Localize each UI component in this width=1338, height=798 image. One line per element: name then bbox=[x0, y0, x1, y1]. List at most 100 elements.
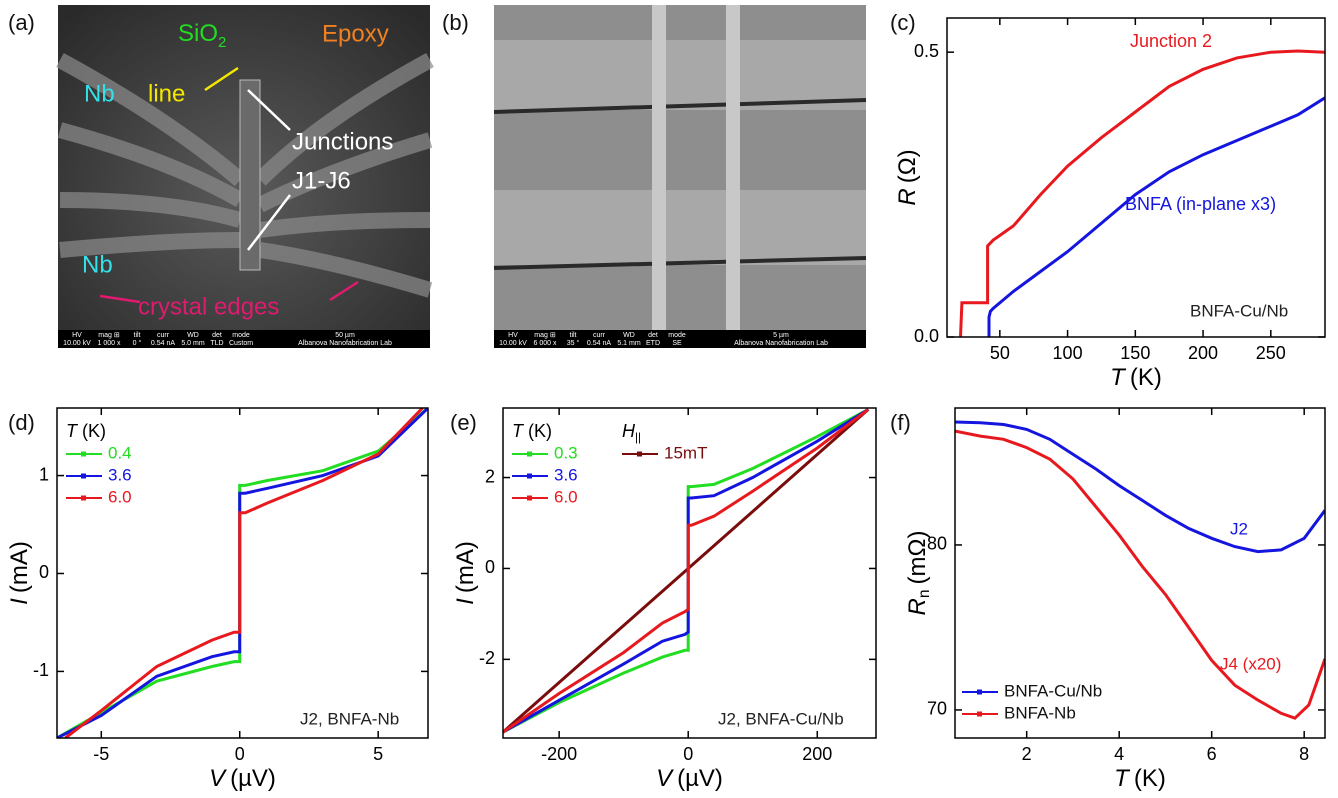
info-head: det bbox=[212, 332, 222, 339]
chart: (d) -5 0 5 -1 0 1 V (µV) I(mA) T (K)0.4 3.6 6.0 J2, BN… bbox=[6, 407, 429, 792]
x-tick-label: 250 bbox=[1256, 343, 1286, 363]
x-tick-label: 2 bbox=[1022, 744, 1032, 764]
annotation: J4 (x20) bbox=[1220, 654, 1281, 673]
series-line bbox=[503, 408, 870, 734]
info-value: TLD bbox=[210, 340, 223, 347]
y-axis-label: I(mA) bbox=[6, 541, 33, 605]
info-head: HV bbox=[508, 332, 518, 339]
chart: (c) 50 100 150 200 250 0.0 0.5 T (K) R(Ω) Junction … bbox=[890, 10, 1326, 391]
info-value: Albanova Nanofabrication Lab bbox=[734, 340, 828, 347]
legend-marker bbox=[977, 711, 982, 717]
crystal bbox=[239, 79, 261, 271]
legend-label: 6.0 bbox=[554, 487, 578, 506]
info-head: 5 µm bbox=[773, 332, 789, 339]
y-tick-label: -2 bbox=[479, 648, 495, 668]
strips bbox=[494, 40, 866, 265]
info-head: mag ⊞ bbox=[534, 332, 556, 339]
info-bar-bg bbox=[494, 330, 866, 348]
panel-label: (d) bbox=[8, 410, 35, 435]
plot-frame bbox=[56, 407, 429, 739]
y-axis-label: I(mA) bbox=[452, 541, 479, 605]
info-value: Albanova Nanofabrication Lab bbox=[298, 340, 392, 347]
legend-marker bbox=[81, 495, 86, 501]
info-head: curr bbox=[157, 332, 170, 339]
annotation: Junctions bbox=[292, 128, 393, 155]
plot-frame bbox=[946, 17, 1326, 338]
info-value: 0.54 nA bbox=[151, 340, 175, 347]
legend-title: H|| bbox=[622, 421, 641, 444]
legend-marker bbox=[527, 473, 532, 479]
info-head: mode bbox=[668, 332, 686, 339]
info-value: 0.54 nA bbox=[587, 340, 611, 347]
series-line bbox=[987, 96, 1325, 337]
legend-marker bbox=[637, 451, 642, 457]
x-tick-label: 0 bbox=[235, 744, 245, 764]
x-axis-label: V (µV) bbox=[209, 765, 276, 792]
legend-label: BNFA-Cu/Nb bbox=[1004, 681, 1102, 700]
info-value: ETD bbox=[646, 340, 660, 347]
info-head: curr bbox=[593, 332, 606, 339]
x-axis-label: V (µV) bbox=[656, 765, 723, 792]
legend-label: 3.6 bbox=[554, 465, 578, 484]
info-value: 0 ° bbox=[133, 339, 142, 347]
legend-label: 3.6 bbox=[108, 465, 132, 484]
info-head: WD bbox=[623, 332, 635, 339]
annotation: J2 bbox=[1230, 519, 1248, 538]
legend-marker bbox=[527, 495, 532, 501]
panel-label: (f) bbox=[890, 410, 911, 435]
y-axis-label: Rn(mΩ) bbox=[904, 531, 933, 616]
annotation: line bbox=[148, 80, 185, 107]
legend-label: BNFA-Nb bbox=[1004, 703, 1076, 722]
chart: (e) -200 0 200 -2 0 2 V (µV) I(mA) T (K) H|| 15mT 0.3 3… bbox=[450, 407, 877, 792]
y-tick-label: 70 bbox=[927, 699, 947, 719]
y-axis-label: R(Ω) bbox=[894, 149, 921, 205]
info-head: mode bbox=[232, 332, 250, 339]
series-line bbox=[959, 49, 1325, 337]
y-tick-label: -1 bbox=[33, 660, 49, 680]
x-tick-label: 8 bbox=[1299, 744, 1309, 764]
x-tick-label: 150 bbox=[1120, 343, 1150, 363]
strip-edges bbox=[493, 98, 867, 270]
legend-label: 0.3 bbox=[554, 443, 578, 462]
legend-marker bbox=[81, 473, 86, 479]
y-tick-label: 80 bbox=[927, 534, 947, 554]
x-axis-label: T (K) bbox=[1110, 364, 1162, 391]
panel-label: (c) bbox=[890, 10, 916, 35]
info-head: WD bbox=[187, 332, 199, 339]
x-tick-label: 50 bbox=[990, 343, 1010, 363]
x-tick-label: -200 bbox=[541, 744, 577, 764]
x-tick-label: 200 bbox=[1188, 343, 1218, 363]
x-tick-label: 5 bbox=[373, 744, 383, 764]
info-value: 35 ° bbox=[567, 339, 580, 347]
annotation: J2, BNFA-Nb bbox=[300, 709, 399, 728]
y-tick-label: 0.5 bbox=[914, 41, 939, 61]
x-tick-label: -5 bbox=[93, 744, 109, 764]
info-head: tilt bbox=[570, 332, 577, 339]
info-head: mag ⊞ bbox=[98, 332, 120, 339]
legend-label: 15mT bbox=[664, 443, 707, 462]
legend-marker bbox=[81, 451, 86, 457]
series-label: Junction 2 bbox=[1130, 31, 1212, 51]
annotation: J2, BNFA-Cu/Nb bbox=[718, 709, 844, 728]
annotation: SiO2 bbox=[178, 20, 226, 51]
annotation: Nb bbox=[84, 80, 115, 107]
y-tick-label: 0.0 bbox=[914, 326, 939, 346]
panel-label: (b) bbox=[442, 10, 469, 35]
annotation: crystal edges bbox=[138, 293, 279, 320]
legend-label: 0.4 bbox=[108, 443, 132, 462]
annotation: J1-J6 bbox=[292, 167, 351, 194]
series-line bbox=[503, 408, 870, 734]
info-head: tilt bbox=[134, 332, 141, 339]
x-tick-label: 0 bbox=[683, 744, 693, 764]
info-value: 5.1 mm bbox=[617, 340, 641, 347]
legend-title: T (K) bbox=[66, 421, 106, 441]
series-line bbox=[955, 429, 1325, 720]
plot-frame bbox=[502, 407, 877, 739]
info-value: 10.00 kV bbox=[499, 340, 527, 347]
legend-label: 6.0 bbox=[108, 487, 132, 506]
